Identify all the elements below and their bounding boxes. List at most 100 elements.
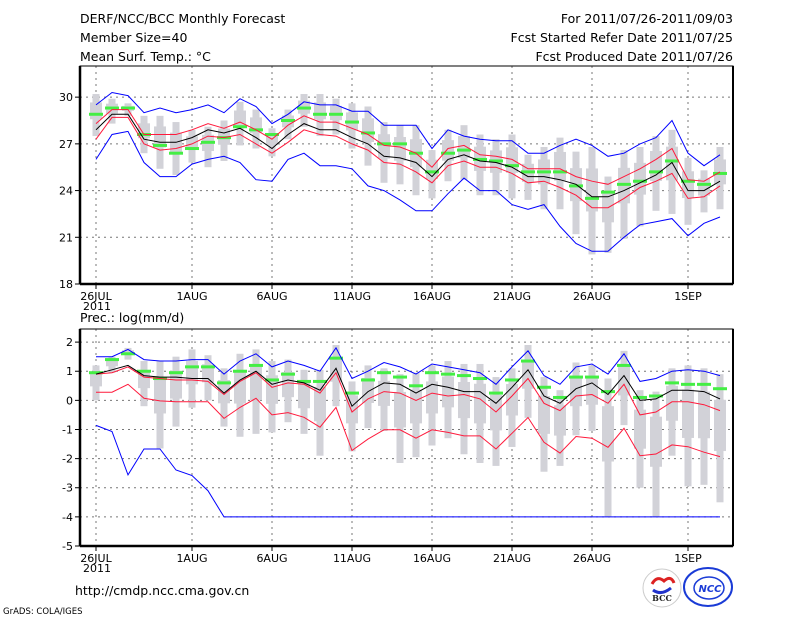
member-marker — [457, 374, 471, 378]
ensemble-box — [474, 383, 486, 424]
x-tick-label: 1AUG — [176, 290, 207, 303]
precip-panel-title: Prec.: log(mm/d) — [80, 310, 184, 325]
y-tick-label: 1 — [66, 365, 73, 378]
ensemble-box — [458, 382, 470, 419]
member-marker — [377, 142, 391, 146]
member-marker — [281, 119, 295, 122]
ensemble-box — [106, 359, 118, 367]
ensemble-box — [186, 136, 198, 150]
member-marker — [329, 356, 343, 360]
member-marker — [537, 170, 551, 174]
member-marker — [649, 394, 663, 398]
ensemble-box — [378, 380, 390, 406]
member-marker — [233, 369, 247, 373]
ensemble-box — [426, 381, 438, 414]
x-tick-label: 21AUG — [493, 290, 531, 303]
x-year-label: 2011 — [83, 562, 111, 575]
member-marker — [569, 184, 583, 188]
upper-spread-line — [95, 109, 721, 185]
member-marker — [441, 151, 455, 155]
ensemble-box — [714, 399, 726, 452]
y-tick-label: 27 — [59, 138, 73, 151]
member-marker — [601, 390, 615, 394]
ensemble-box — [442, 140, 454, 161]
member-marker — [377, 371, 391, 375]
ensemble-box — [234, 370, 246, 404]
member-marker — [361, 378, 375, 382]
ensemble-box — [170, 132, 182, 154]
ncc-logo: NCC — [683, 567, 733, 607]
ensemble-box — [666, 385, 678, 421]
member-marker — [505, 164, 519, 168]
member-marker — [105, 358, 119, 362]
member-marker — [713, 387, 727, 391]
ensemble-box — [138, 370, 150, 389]
member-marker — [521, 170, 535, 174]
member-marker — [697, 182, 711, 186]
ensemble-box — [282, 372, 294, 398]
member-marker — [473, 377, 487, 381]
member-marker — [585, 196, 599, 200]
member-size: Member Size=40 — [80, 30, 187, 45]
x-tick-label: 1SEP — [674, 552, 702, 565]
member-marker — [409, 384, 423, 388]
member-marker — [313, 112, 327, 116]
ensemble-box — [650, 416, 662, 467]
ensemble-box — [218, 379, 230, 404]
y-tick-label: -3 — [62, 482, 73, 495]
member-marker — [617, 363, 631, 367]
x-tick-label: 26JUL — [80, 290, 112, 303]
ensemble-box — [90, 102, 102, 120]
member-marker — [169, 371, 183, 375]
member-marker — [249, 363, 263, 367]
member-marker — [297, 106, 311, 110]
member-marker — [329, 112, 343, 116]
member-marker — [505, 378, 519, 382]
member-marker — [153, 143, 167, 147]
member-marker — [201, 140, 215, 144]
x-tick-label: 11AUG — [333, 290, 371, 303]
y-tick-label: -4 — [62, 511, 73, 524]
ensemble-box — [506, 147, 518, 173]
member-marker — [681, 382, 695, 386]
y-tick-label: 18 — [59, 278, 73, 291]
temperature-panel: 18 21 24 27 30 26JUL 1AUG 6AUG 11AUG 16AUG 21AUG 26… — [59, 65, 734, 313]
ensemble-box — [458, 136, 470, 158]
x-tick-label: 26AUG — [573, 552, 611, 565]
ensemble-box — [602, 191, 614, 223]
member-marker — [345, 120, 359, 124]
x-year-label: 2011 — [83, 300, 111, 313]
y-tick-label: 30 — [59, 91, 73, 104]
member-marker — [185, 365, 199, 369]
bcc-logo-text: BCC — [652, 593, 672, 603]
ensemble-box — [698, 391, 710, 439]
y-tick-label: 21 — [59, 231, 73, 244]
member-marker — [489, 159, 503, 163]
ensemble-box — [602, 406, 614, 462]
x-tick-label: 26JUL — [80, 552, 112, 565]
member-marker — [553, 170, 567, 174]
member-marker — [553, 395, 567, 399]
x-tick-label: 16AUG — [413, 552, 451, 565]
y-tick-label: -1 — [62, 423, 73, 436]
member-marker — [201, 365, 215, 369]
member-marker — [473, 157, 487, 161]
member-marker — [281, 372, 295, 376]
member-marker — [89, 371, 103, 375]
x-tick-label: 1SEP — [674, 290, 702, 303]
x-tick-label: 16AUG — [413, 290, 451, 303]
x-tick-label: 6AUG — [256, 552, 287, 565]
ensemble-box — [554, 405, 566, 436]
ensemble-box — [346, 395, 358, 424]
member-marker — [521, 359, 535, 363]
ensemble-box — [362, 377, 374, 403]
member-marker — [633, 179, 647, 183]
member-marker — [697, 382, 711, 386]
x-tick-label: 26AUG — [573, 290, 611, 303]
member-marker — [457, 148, 471, 152]
x-tick-label: 11AUG — [333, 552, 371, 565]
min-line — [95, 130, 721, 252]
max-line — [96, 346, 721, 385]
member-marker — [345, 391, 359, 395]
member-marker — [185, 147, 199, 151]
